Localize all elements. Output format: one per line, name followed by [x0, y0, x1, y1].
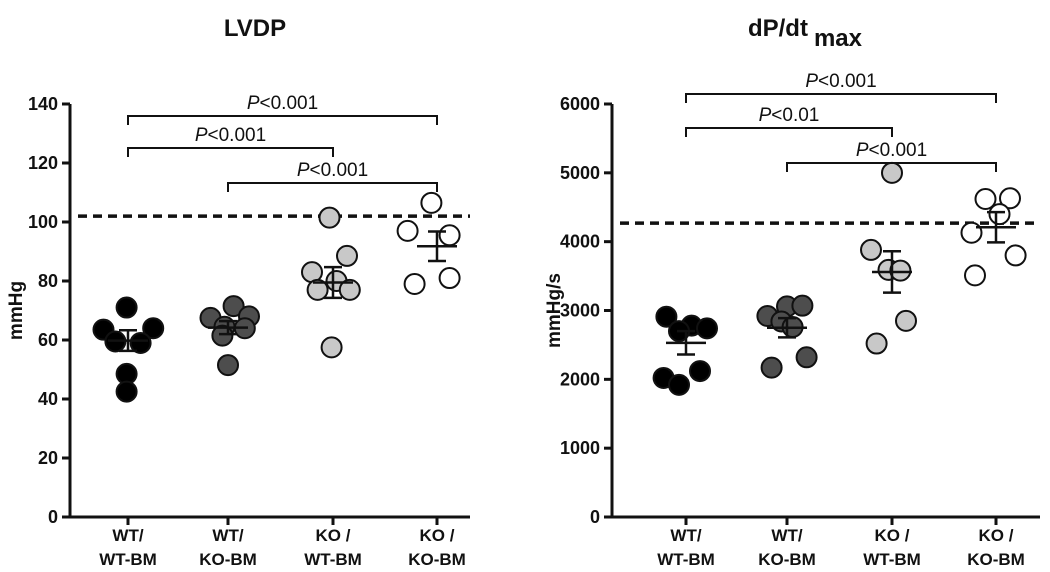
category-label-line1: WT/ [212, 526, 243, 545]
y-tick-label: 0 [590, 507, 600, 527]
category-label-line1: KO / [316, 526, 351, 545]
significance-value: <0.001 [208, 125, 267, 146]
data-point [320, 336, 343, 359]
significance-bracket [685, 127, 893, 137]
significance-bracket [127, 115, 438, 125]
y-tick-label: 3000 [560, 301, 600, 321]
data-point [889, 259, 912, 282]
significance-bracket [127, 147, 334, 157]
y-tick-label: 0 [48, 507, 58, 527]
data-point [396, 219, 419, 242]
data-point [881, 161, 903, 184]
category-label-line1: KO / [420, 526, 455, 545]
significance-p: P [297, 160, 310, 181]
significance-p: P [856, 140, 869, 161]
category-label-line2: WT-BM [304, 550, 362, 569]
significance-value: <0.001 [869, 140, 928, 161]
data-point [318, 206, 341, 229]
significance-label: P<0.001 [856, 140, 927, 161]
chart-title-subscript: max [814, 25, 863, 52]
y-tick-label: 5000 [560, 163, 600, 183]
data-point [306, 278, 329, 301]
category-label-line2: KO-BM [967, 550, 1025, 569]
y-tick-label: 100 [28, 212, 58, 232]
significance-value: <0.01 [771, 105, 819, 126]
data-point [129, 331, 152, 354]
category-label-line2: KO-BM [408, 550, 466, 569]
category-label-line2: WT-BM [863, 550, 921, 569]
data-point [964, 264, 986, 287]
chart-title-text: LVDP [224, 15, 286, 42]
data-point [222, 295, 245, 318]
chart-title-1: dP/dt max [748, 15, 863, 52]
chart-title-text: dP/dt [748, 15, 808, 42]
significance-value: <0.001 [310, 160, 369, 181]
y-tick-label: 6000 [560, 94, 600, 114]
data-point [974, 187, 997, 210]
y-tick-label: 1000 [560, 438, 600, 458]
y-tick-label: 40 [38, 389, 58, 409]
category-label-line2: KO-BM [758, 550, 816, 569]
data-point [142, 317, 165, 340]
data-point [403, 272, 426, 295]
significance-label: P<0.001 [805, 71, 876, 92]
data-point [988, 203, 1011, 226]
data-point [689, 360, 711, 383]
significance-value: <0.001 [818, 71, 877, 92]
data-point [696, 317, 718, 340]
significance-p: P [759, 105, 772, 126]
category-label-line1: WT/ [771, 526, 802, 545]
category-label-line1: WT/ [670, 526, 701, 545]
category-label-line2: WT-BM [99, 550, 157, 569]
data-point [438, 267, 461, 290]
y-tick-label: 60 [38, 330, 58, 350]
y-axis-label: mmHg [6, 281, 27, 340]
data-point [115, 296, 138, 319]
data-point [336, 244, 358, 267]
data-point [115, 380, 138, 403]
significance-bracket [685, 93, 997, 103]
y-tick-label: 4000 [560, 232, 600, 252]
data-point [1004, 244, 1027, 267]
significance-label: P<0.001 [297, 160, 368, 181]
significance-bracket [786, 162, 997, 172]
y-tick-label: 20 [38, 448, 58, 468]
category-label-line2: KO-BM [199, 550, 257, 569]
y-tick-label: 2000 [560, 369, 600, 389]
y-tick-label: 80 [38, 271, 58, 291]
category-label-line1: KO / [979, 526, 1014, 545]
data-point [860, 238, 882, 261]
data-point [791, 294, 814, 317]
significance-p: P [195, 125, 208, 146]
y-tick-label: 140 [28, 94, 58, 114]
y-axis-label: mmHg/s [544, 273, 565, 348]
data-point [438, 224, 461, 247]
category-label-line2: WT-BM [657, 550, 715, 569]
significance-label: P<0.001 [195, 125, 266, 146]
significance-bracket [227, 182, 438, 192]
category-label-line1: WT/ [112, 526, 143, 545]
significance-label: P<0.01 [759, 105, 820, 126]
y-tick-label: 120 [28, 153, 58, 173]
data-point [895, 309, 917, 332]
data-point [338, 278, 361, 301]
data-point [760, 356, 783, 379]
data-point [795, 346, 818, 369]
significance-label: P<0.001 [247, 93, 318, 114]
data-point [960, 221, 983, 244]
data-point [655, 305, 678, 328]
data-point [420, 191, 443, 214]
significance-value: <0.001 [260, 93, 319, 114]
chart-title-0: LVDP [224, 15, 286, 42]
significance-p: P [805, 71, 818, 92]
data-point [999, 187, 1021, 210]
significance-p: P [247, 93, 260, 114]
data-point [217, 354, 239, 377]
data-point [668, 373, 690, 396]
category-label-line1: KO / [875, 526, 910, 545]
data-point [865, 332, 888, 355]
